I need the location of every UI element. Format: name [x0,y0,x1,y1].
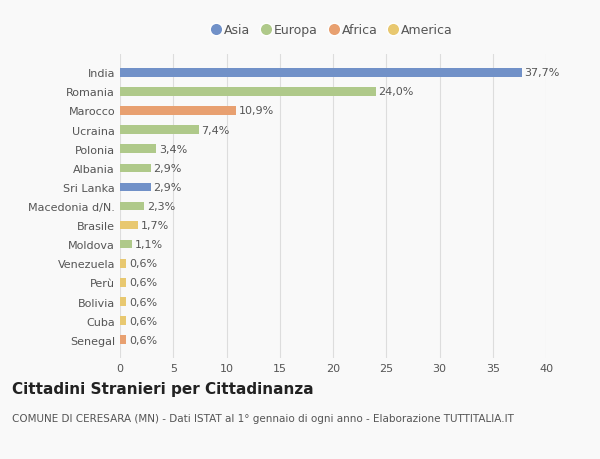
Text: 0,6%: 0,6% [129,278,157,288]
Text: 24,0%: 24,0% [378,87,413,97]
Bar [120,88,376,96]
Bar [120,221,138,230]
Bar [120,69,521,78]
Text: 1,7%: 1,7% [141,221,169,230]
Text: COMUNE DI CERESARA (MN) - Dati ISTAT al 1° gennaio di ogni anno - Elaborazione T: COMUNE DI CERESARA (MN) - Dati ISTAT al … [12,413,514,423]
Text: 1,1%: 1,1% [134,240,163,250]
Bar [120,183,151,192]
Bar [120,107,236,116]
Text: 3,4%: 3,4% [159,145,187,154]
Text: 7,4%: 7,4% [202,125,230,135]
Text: 2,9%: 2,9% [154,163,182,174]
Bar [120,317,127,325]
Bar [120,164,151,173]
Bar [120,241,132,249]
Bar [120,259,127,268]
Text: 10,9%: 10,9% [239,106,274,116]
Legend: Asia, Europa, Africa, America: Asia, Europa, Africa, America [208,19,458,42]
Text: 0,6%: 0,6% [129,259,157,269]
Bar [120,297,127,306]
Bar [120,145,156,154]
Text: Cittadini Stranieri per Cittadinanza: Cittadini Stranieri per Cittadinanza [12,381,314,396]
Text: 2,3%: 2,3% [147,202,175,212]
Bar [120,279,127,287]
Text: 0,6%: 0,6% [129,297,157,307]
Text: 0,6%: 0,6% [129,335,157,345]
Text: 37,7%: 37,7% [524,68,560,78]
Text: 2,9%: 2,9% [154,183,182,192]
Bar [120,336,127,344]
Bar [120,126,199,134]
Bar [120,202,145,211]
Text: 0,6%: 0,6% [129,316,157,326]
